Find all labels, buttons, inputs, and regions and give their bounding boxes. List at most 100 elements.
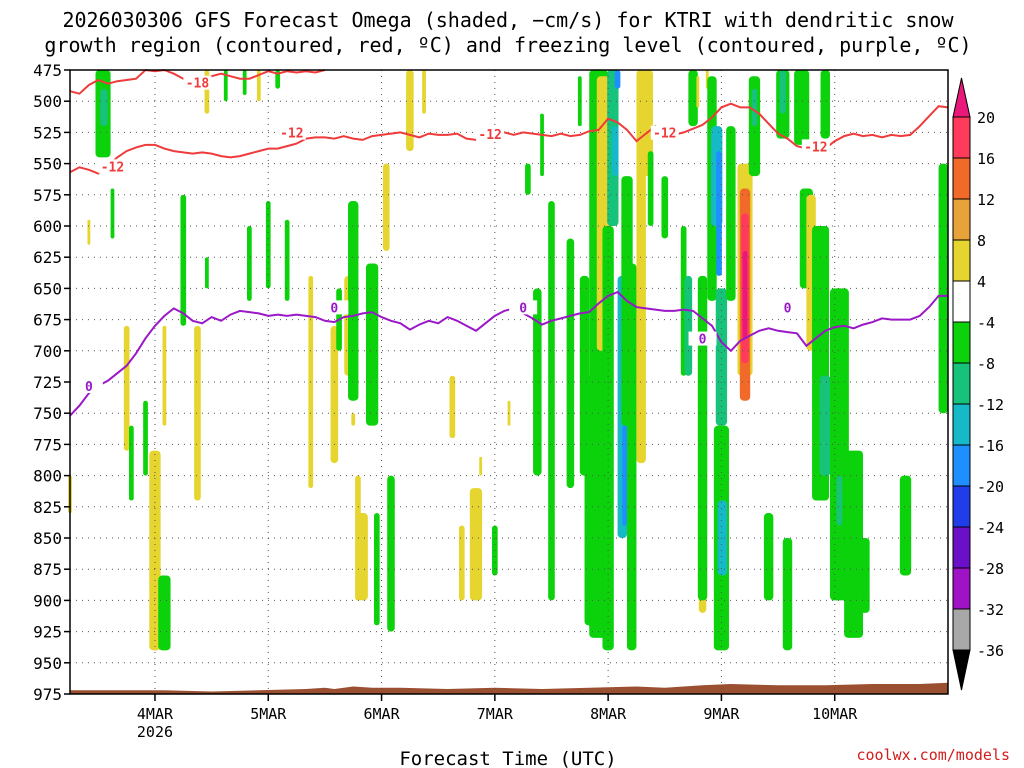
contour-label-bg [688,331,717,346]
omega-region-5 [123,325,130,451]
contour-label-extra-3: -12 [804,140,827,155]
colorbar-bin-8 [952,444,971,487]
y-tick-label-875: 875 [33,560,62,579]
colorbar-top-arrow [952,77,971,118]
omega-region-43 [533,288,542,476]
contour-label-dgz-upper-minus-18: -18 [186,77,210,92]
contour-label-extra-0: -12 [280,127,303,142]
colorbar-bin-3 [952,239,971,282]
omega-region-18 [256,70,261,102]
contour-label-bg [650,125,679,140]
y-tick-label-525: 525 [33,123,62,142]
omega-region-94 [819,375,831,476]
omega-region-39 [479,456,483,476]
omega-region-10 [162,325,167,426]
omega-region-76 [715,288,728,426]
y-tick-label-925: 925 [33,623,62,642]
colorbar-bin-0 [952,116,971,159]
omega-region-44 [540,113,544,177]
contour-label-extra-4: 0 [330,301,338,316]
y-tick-label-600: 600 [33,217,62,236]
contour-label-bg [476,126,505,141]
contour-layer: -18 -12 0 -12 -12 -12 -12 0 0 0 0 [69,68,949,417]
terrain-surface [70,682,948,694]
grid-layer [70,70,948,694]
colorbar-bin-4 [952,280,971,323]
omega-region-85 [751,88,758,127]
colorbar-bin-6 [952,362,971,405]
contour-label-bg [320,300,349,315]
y-tick-label-850: 850 [33,529,62,548]
colorbar-bin-7 [952,403,971,446]
terrain-layer [70,682,948,694]
y-tick-label-900: 900 [33,591,62,610]
omega-region-55 [614,70,621,89]
colorbar-level--4: -4 [977,314,995,332]
y-tick-label-800: 800 [33,467,62,486]
omega-region-3 [110,188,115,239]
omega-region-59 [627,263,637,651]
omega-region-54 [611,126,619,177]
chart-title-line-2: growth region (contoured, red, ºC) and f… [44,33,971,57]
omega-region-9 [158,575,171,651]
x-tick-sublabel-4MAR: 2026 [137,723,173,741]
omega-region-20 [275,70,281,89]
omega-region-83 [742,250,748,339]
omega-region-46 [566,238,575,489]
omega-region-66 [684,275,693,376]
y-tick-label-575: 575 [33,186,62,205]
colorbar-bin-11 [952,567,971,610]
contour-label-bg [183,75,212,90]
colorbar: 20 16 12 8 4 -4 -8 -12 -16 -20 -24 -28 -32 -36 [952,77,1004,691]
omega-region-62 [647,151,654,226]
contour-label-dgz-lower-minus-12: -12 [101,160,124,175]
colorbar-level--8: -8 [977,355,995,373]
y-tick-label-700: 700 [33,342,62,361]
omega-region-11 [180,194,187,326]
colorbar-bin-5 [952,321,971,364]
omega-region-15 [223,70,228,102]
contour-label-bg [773,300,802,315]
y-tick-label-625: 625 [33,248,62,267]
contour-label-bg [98,159,127,174]
omega-region-42 [525,163,531,195]
omega-region-45 [548,201,555,601]
colorbar-level--16: -16 [977,437,1004,455]
x-tick-label-10MAR: 10MAR [812,705,858,723]
omega-region-100 [899,475,912,576]
colorbar-bin-12 [952,608,971,651]
colorbar-level--12: -12 [977,396,1004,414]
y-tick-label-750: 750 [33,404,62,423]
omega-region-6 [129,425,134,501]
omega-region-95 [820,70,830,139]
y-tick-label-675: 675 [33,311,62,330]
contour-label-extra-2: -12 [653,127,676,142]
omega-region-34 [406,70,414,152]
omega-region-71 [697,275,708,601]
y-tick-label-775: 775 [33,435,62,454]
chart-title-line-1: 2026030306 GFS Forecast Omega (shaded, −… [62,8,954,32]
colorbar-level-16: 16 [977,150,995,168]
contour-label-extra-1: -12 [478,128,501,143]
y-tick-label-950: 950 [33,654,62,673]
x-tick-label-9MAR: 9MAR [703,705,740,723]
colorbar-level--36: -36 [977,642,1004,660]
colorbar-level-20: 20 [977,109,995,127]
contour-dgz-lower-minus-12 [69,102,949,175]
omega-region-17 [247,226,252,301]
omega-region-37 [458,525,465,601]
contour-label-bg [277,125,306,140]
omega-region-26 [351,413,356,426]
contour-label-bg [801,139,830,154]
x-tick-label-5MAR: 5MAR [250,705,287,723]
colorbar-bin-1 [952,157,971,200]
omega-region-21 [284,219,290,301]
contour-label-freezing-level-0: 0 [85,380,93,395]
omega-region-97 [836,475,843,526]
contour-freezing-level-0 [69,290,948,417]
colorbar-level-12: 12 [977,191,995,209]
y-axis: 475 500 525 550 575 600 625 650 675 700 725 750 775 8… [33,61,70,704]
colorbar-bin-10 [952,526,971,569]
